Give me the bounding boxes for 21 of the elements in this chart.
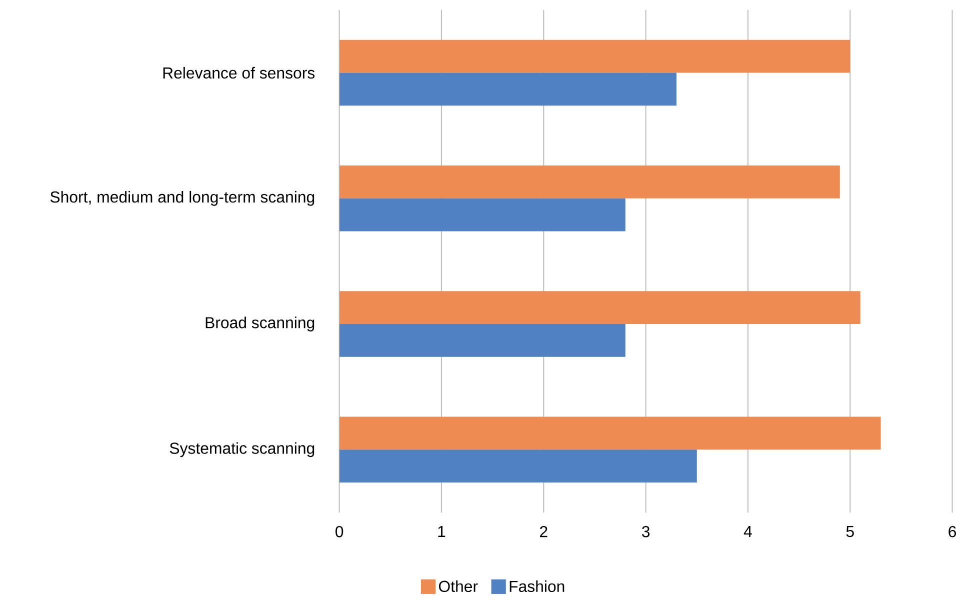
y-tick-label: Broad scanning	[206, 316, 314, 332]
bar	[339, 198, 626, 232]
bar	[339, 291, 860, 324]
y-tick-label: Relevance of sensors	[163, 67, 315, 79]
bar	[339, 72, 676, 106]
x-tick-label: 4	[744, 526, 752, 538]
legend-label: Other	[438, 580, 478, 592]
bar	[339, 40, 850, 73]
legend-label: Fashion	[510, 580, 564, 592]
bar	[339, 417, 881, 450]
x-tick-label: 5	[846, 526, 854, 538]
x-tick-label: 1	[438, 526, 446, 538]
bar	[339, 166, 840, 199]
x-tick-label: 2	[540, 526, 548, 538]
bar	[339, 324, 626, 358]
x-tick-label: 0	[336, 526, 344, 538]
x-tick-label: 3	[642, 526, 650, 538]
bar	[339, 450, 697, 483]
y-tick-label: Systematic scanning	[170, 442, 314, 458]
y-tick-label: Short, medium and long-term scaning	[50, 191, 314, 206]
x-tick-label: 6	[948, 526, 956, 538]
